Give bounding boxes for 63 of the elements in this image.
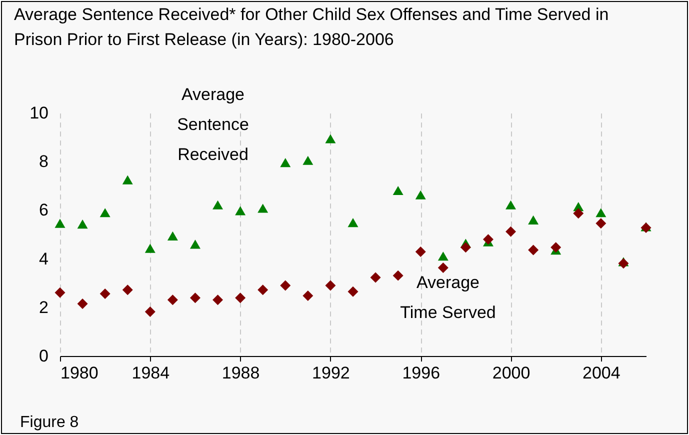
chart-title: Average Sentence Received* for Other Child Sex Offenses and Time Served in Prison Prior to First Release (in Years): 1980-2006	[14, 5, 609, 49]
point	[144, 306, 156, 318]
point	[460, 242, 471, 253]
point	[54, 287, 66, 298]
point	[190, 240, 200, 249]
y-tick-label: 8	[39, 152, 48, 172]
point	[100, 288, 110, 300]
point	[482, 234, 494, 245]
point	[438, 252, 448, 261]
point	[596, 218, 606, 229]
point	[280, 280, 291, 291]
point	[167, 231, 178, 240]
point	[302, 156, 314, 165]
point	[438, 262, 448, 274]
point	[348, 218, 358, 228]
y-tick-label: 0	[39, 346, 48, 366]
point	[506, 200, 516, 210]
y-tick-label: 6	[39, 200, 48, 220]
x-tick-label: 1996	[402, 364, 440, 382]
x-tick-label: 2000	[492, 364, 530, 382]
y-tick-label: 2	[39, 298, 48, 317]
point	[280, 158, 291, 168]
series-label: Average Sentence Received	[177, 85, 249, 164]
point	[144, 244, 156, 253]
point	[528, 215, 539, 224]
point	[506, 226, 516, 237]
caption: Figure 8	[20, 414, 79, 431]
point	[258, 204, 268, 213]
y-tick-label: 4	[39, 249, 48, 268]
x-tick-label: 2004	[582, 364, 620, 382]
point	[77, 220, 88, 229]
point	[190, 292, 200, 304]
point	[415, 246, 426, 257]
point	[302, 290, 314, 301]
point	[528, 244, 539, 256]
point	[122, 284, 133, 296]
x-tick-label: 1992	[312, 364, 350, 382]
point	[596, 208, 606, 218]
point	[167, 294, 178, 306]
point	[258, 284, 268, 296]
point	[325, 134, 336, 144]
x-tick-label: 1988	[222, 364, 260, 382]
point	[235, 292, 246, 304]
point	[212, 294, 224, 306]
point	[348, 286, 358, 297]
point	[618, 258, 629, 269]
point	[212, 200, 224, 210]
point	[550, 242, 562, 253]
point	[77, 298, 88, 309]
point	[235, 206, 246, 216]
point	[392, 270, 404, 281]
point	[392, 186, 404, 196]
point	[325, 280, 336, 291]
point	[122, 175, 133, 184]
y-tick-label: 10	[30, 104, 48, 122]
series-label: Average Time Served	[400, 273, 496, 322]
point	[573, 208, 584, 219]
point	[100, 208, 110, 218]
x-tick-label: 1980	[60, 364, 98, 382]
point	[54, 218, 66, 228]
point	[370, 272, 381, 283]
point	[415, 190, 426, 200]
x-tick-label: 1984	[132, 364, 170, 382]
